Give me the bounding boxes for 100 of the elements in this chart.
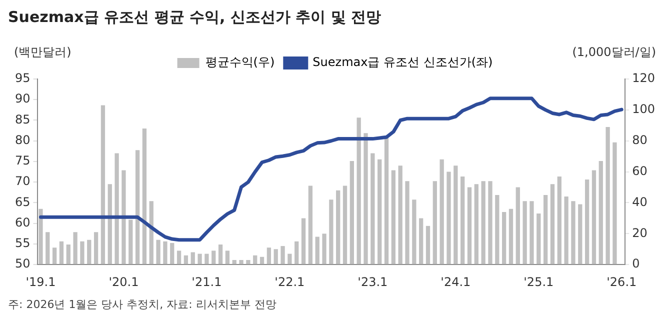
bar	[454, 166, 458, 264]
bar	[149, 201, 154, 264]
bar	[322, 234, 326, 264]
bar	[190, 252, 195, 264]
bar	[156, 240, 160, 264]
bar	[578, 204, 582, 264]
bar	[87, 240, 92, 264]
bar	[405, 181, 410, 264]
y-axis-title: (백만달러)	[14, 45, 72, 60]
bar	[530, 201, 534, 264]
bar	[564, 196, 568, 264]
bar	[592, 170, 596, 264]
bar	[239, 260, 244, 264]
bar	[66, 244, 70, 264]
bar	[488, 181, 492, 264]
y-tick-label: 80	[14, 132, 30, 147]
chart-title: Suezmax급 유조선 평균 수익, 신조선가 추이 및 전망	[8, 8, 382, 27]
y2-axis-title: (1,000달러/일)	[572, 45, 656, 60]
bar	[391, 170, 396, 264]
y2-tick-label: 100	[632, 102, 655, 116]
bar	[557, 176, 562, 264]
x-tick-label: '19.1	[26, 274, 56, 289]
bar	[364, 133, 368, 264]
bar	[294, 241, 299, 264]
bar	[329, 200, 334, 264]
bar	[474, 184, 478, 264]
bar	[522, 201, 527, 264]
y2-tick-label: 60	[632, 164, 648, 178]
x-tick-label: '24.1	[440, 274, 471, 289]
bar	[467, 187, 472, 264]
x-tick-label: '23.1	[358, 274, 388, 289]
bar	[516, 187, 520, 264]
y-tick-label: 65	[14, 194, 30, 209]
bar	[260, 256, 264, 264]
bar	[52, 248, 57, 264]
bar	[460, 176, 465, 264]
y2-tick-label: 80	[632, 132, 648, 147]
bar	[59, 241, 64, 264]
bar	[495, 195, 500, 264]
bar	[135, 150, 140, 264]
bar	[108, 184, 112, 264]
bar	[288, 254, 292, 264]
y-tick-label: 75	[14, 154, 30, 168]
bar	[114, 153, 119, 264]
text: 주: 2026년 1월은 당사 추정치, 자료: 리서치본부 전망	[8, 297, 278, 312]
bar	[280, 246, 285, 264]
y-tick-label: 85	[14, 112, 30, 126]
bar	[356, 118, 361, 264]
legend-label: 평균수익(우)	[205, 55, 275, 70]
y-tick-label: 55	[14, 236, 30, 250]
bar	[342, 186, 348, 264]
bar	[378, 159, 382, 264]
bar	[440, 159, 444, 264]
y2-tick-label: 20	[632, 226, 648, 240]
bar	[100, 105, 106, 264]
x-tick-label: '26.1	[606, 274, 637, 289]
bar	[598, 160, 603, 264]
bar	[508, 208, 514, 264]
bar	[128, 220, 133, 264]
bar	[536, 214, 541, 264]
bar	[308, 186, 313, 264]
bar	[184, 255, 188, 264]
bar	[612, 142, 617, 264]
bar	[122, 170, 126, 264]
bar	[212, 250, 216, 264]
bar	[253, 255, 258, 264]
bar	[336, 190, 340, 264]
bar	[225, 250, 230, 264]
bar	[38, 208, 43, 264]
bar	[46, 232, 50, 264]
bar	[170, 242, 174, 264]
bar	[412, 200, 416, 264]
x-tick-label: '25.1	[524, 274, 554, 289]
bar	[246, 260, 250, 264]
y2-tick-label: 40	[632, 194, 648, 209]
bar	[606, 126, 610, 264]
bar	[543, 195, 548, 264]
bar	[232, 260, 236, 264]
bar	[204, 254, 209, 264]
bar	[266, 248, 272, 264]
bar	[218, 244, 223, 264]
bar	[370, 153, 375, 264]
bar	[350, 160, 354, 264]
bar	[398, 166, 402, 264]
y2-tick-label: 120	[632, 71, 655, 86]
y-tick-label: 60	[14, 215, 30, 230]
bar	[426, 226, 430, 264]
bar	[584, 180, 590, 264]
bar	[198, 254, 202, 264]
bar	[481, 181, 486, 264]
x-tick-label: '20.1	[108, 274, 139, 289]
x-tick-label: '22.1	[274, 274, 305, 289]
bar	[73, 232, 78, 264]
bar	[176, 250, 182, 264]
bar	[301, 218, 306, 264]
bar	[446, 172, 451, 264]
y-tick-label: 70	[14, 174, 30, 188]
y2-tick-label: 0	[632, 256, 640, 271]
bar	[550, 184, 555, 264]
bar	[419, 218, 424, 264]
